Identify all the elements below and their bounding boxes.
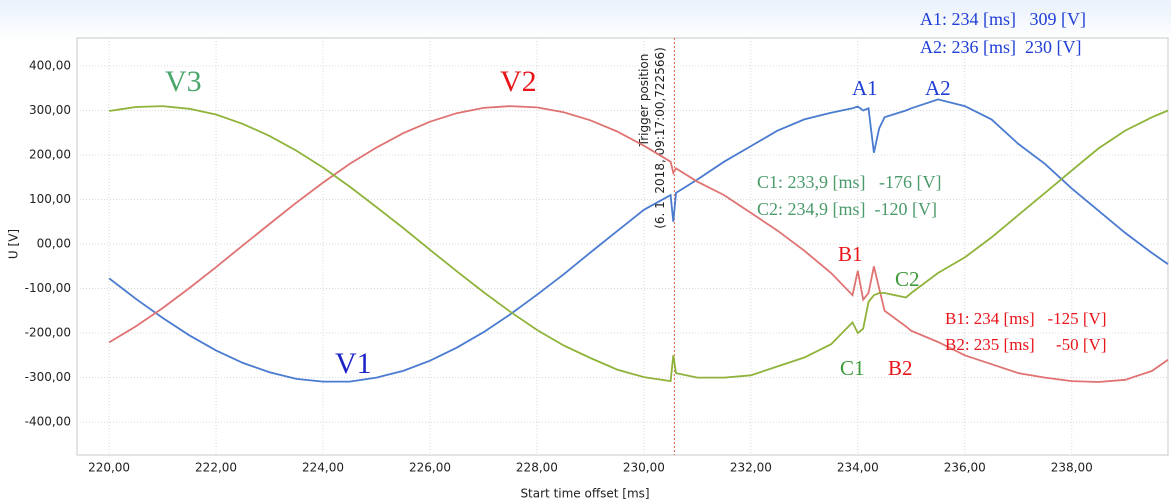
annotation: B1: 234 [ms] -125 [V] [945, 309, 1106, 328]
annotation: C2 [895, 267, 920, 291]
y-tick-label: -100,00 [25, 281, 71, 295]
x-tick-label: 222,00 [195, 461, 237, 475]
annotation: B1 [838, 242, 863, 266]
series-label: V2 [500, 65, 537, 98]
annotation: B2 [888, 356, 913, 380]
trigger-label: Trigger position [637, 54, 651, 148]
annotation: C1 [840, 356, 865, 380]
x-tick-label: 232,00 [730, 461, 772, 475]
y-tick-label: 300,00 [29, 103, 71, 117]
annotation: C1: 233,9 [ms] -176 [V] [757, 172, 941, 192]
y-tick-label: 200,00 [29, 148, 71, 162]
series-line [108, 105, 1169, 383]
annotation: A1 [852, 76, 878, 100]
x-tick-label: 238,00 [1051, 461, 1093, 475]
annotation: C2: 234,9 [ms] -120 [V] [757, 199, 937, 219]
x-tick-label: 228,00 [516, 461, 558, 475]
x-tick-label: 236,00 [944, 461, 986, 475]
trigger-sublabel: (6. 1. 2018, 09:17:00,722566) [653, 47, 667, 229]
series-line [108, 105, 1169, 383]
y-tick-label: 00,00 [37, 237, 71, 251]
series-label: V1 [335, 347, 372, 380]
series-label: V3 [165, 65, 202, 98]
y-tick-label: -300,00 [25, 370, 71, 384]
x-tick-label: 234,00 [837, 461, 879, 475]
x-tick-label: 230,00 [623, 461, 665, 475]
x-tick-label: 224,00 [302, 461, 344, 475]
x-axis-title: Start time offset [ms] [520, 487, 649, 501]
x-tick-label: 220,00 [88, 461, 130, 475]
y-tick-label: 100,00 [29, 192, 71, 206]
y-tick-label: 400,00 [29, 59, 71, 73]
annotation: A2 [925, 76, 951, 100]
plot-area [76, 37, 1169, 456]
annotation: A1: 234 [ms] 309 [V] [920, 9, 1086, 29]
annotation: A2: 236 [ms] 230 [V] [920, 37, 1081, 57]
x-tick-label: 226,00 [409, 461, 451, 475]
y-axis-title: U [V] [7, 229, 21, 259]
series-line [108, 98, 1169, 383]
y-tick-label: -400,00 [25, 415, 71, 429]
y-tick-label: -200,00 [25, 326, 71, 340]
annotation: B2: 235 [ms] -50 [V] [945, 335, 1106, 354]
